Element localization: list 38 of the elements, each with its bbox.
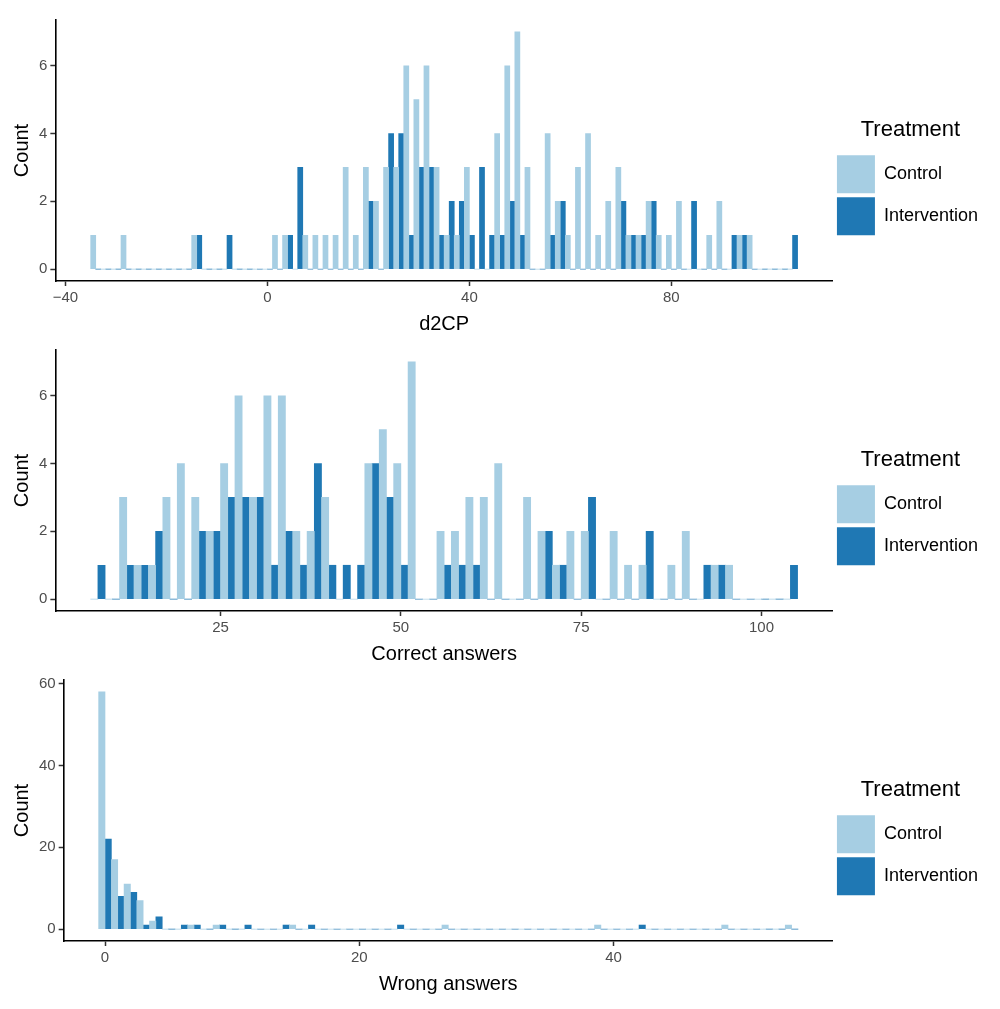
y-axis-title: Count — [9, 453, 32, 508]
legend-title: Treatment — [860, 445, 961, 471]
y-axis-title: Count — [9, 123, 32, 178]
legend-label: Control — [883, 823, 942, 844]
x-tick-label: 20 — [350, 948, 368, 966]
x-tick-label: 25 — [212, 618, 229, 636]
y-tick-label: 4 — [39, 453, 48, 471]
y-tick-label: 20 — [39, 837, 56, 855]
x-tick-label: −40 — [52, 288, 79, 306]
x-axis-title: Wrong answers — [379, 971, 518, 994]
x-tick-label: 50 — [392, 618, 410, 636]
legend-label: Intervention — [883, 205, 978, 226]
y-tick-label: 0 — [39, 259, 48, 277]
x-tick-label: 75 — [572, 618, 590, 636]
y-tick-label: 2 — [39, 191, 48, 209]
y-axis-title: Count — [9, 783, 32, 838]
x-tick-label: 40 — [605, 948, 622, 966]
y-tick-label: 0 — [39, 589, 48, 607]
legend-label: Control — [883, 163, 942, 184]
x-tick-label: 0 — [100, 948, 110, 966]
y-tick-label: 6 — [39, 55, 48, 73]
legend-label: Control — [883, 493, 942, 514]
legend-label: Intervention — [883, 865, 978, 886]
x-axis-title: d2CP — [419, 311, 470, 334]
legend-title: Treatment — [860, 115, 961, 141]
y-tick-label: 2 — [39, 521, 48, 539]
x-axis-title: Correct answers — [371, 641, 517, 664]
legend-label: Intervention — [883, 535, 978, 556]
x-tick-label: 80 — [663, 288, 680, 306]
legend-title: Treatment — [860, 775, 961, 801]
x-tick-label: 40 — [461, 288, 478, 306]
y-tick-label: 4 — [39, 123, 48, 141]
y-tick-label: 40 — [39, 755, 56, 773]
x-tick-label: 0 — [263, 288, 272, 306]
y-tick-label: 6 — [39, 385, 48, 403]
y-tick-label: 0 — [47, 919, 56, 937]
x-tick-label: 100 — [749, 618, 775, 636]
y-tick-label: 60 — [39, 673, 56, 691]
